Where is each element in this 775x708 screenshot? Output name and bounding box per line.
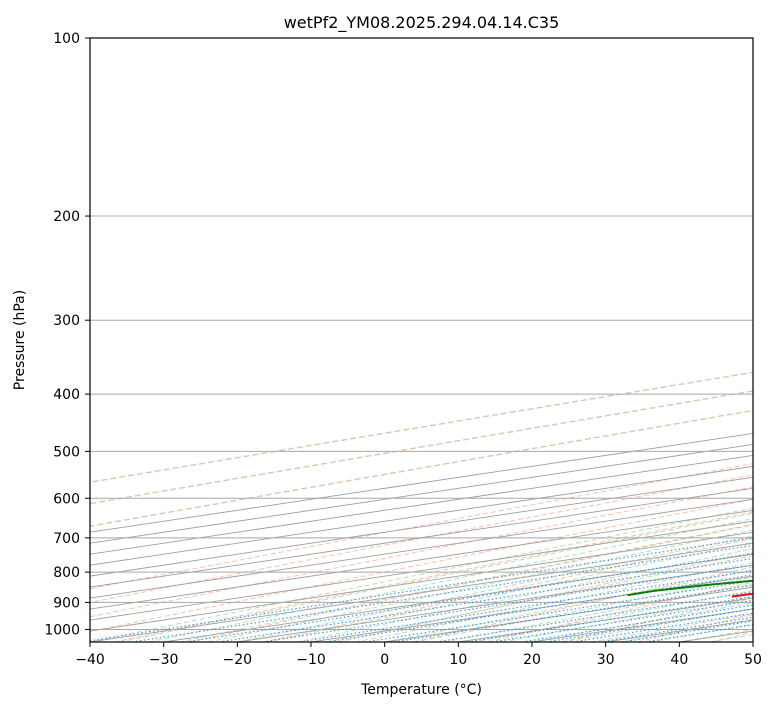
y-tick-label: 400 xyxy=(53,387,80,403)
isotherm-line xyxy=(90,454,753,555)
dry-adiabat-line xyxy=(562,597,753,642)
x-tick-label: 0 xyxy=(380,652,389,668)
dry-adiabat-line xyxy=(90,409,753,527)
chart-title: wetPf2_YM08.2025.294.04.14.C35 xyxy=(284,13,560,33)
dry-adiabat-line xyxy=(188,524,753,642)
isotherm-line xyxy=(90,520,753,621)
dry-adiabat-line xyxy=(90,463,753,590)
x-tick-label: −30 xyxy=(149,652,179,668)
dry-adiabat-line xyxy=(412,566,753,642)
moist-adiabat-line xyxy=(296,548,753,642)
mixing-ratio-line xyxy=(522,604,753,642)
dry-adiabat-line xyxy=(338,551,753,642)
y-tick-label: 300 xyxy=(53,313,80,329)
isotherm-line xyxy=(90,498,753,599)
y-tick-label: 1000 xyxy=(44,622,80,638)
x-tick-label: −40 xyxy=(75,652,105,668)
isotherm-line xyxy=(90,487,753,588)
x-tick-label: 40 xyxy=(670,652,688,668)
y-tick-label: 200 xyxy=(53,209,80,225)
mixing-ratio-line xyxy=(90,537,753,642)
isotherm-line xyxy=(90,465,753,566)
moist-adiabat-line xyxy=(384,569,753,642)
mixing-ratio-line xyxy=(492,599,753,642)
y-tick-label: 100 xyxy=(53,31,80,47)
x-tick-label: −10 xyxy=(296,652,326,668)
mixing-ratio-line xyxy=(218,557,753,642)
mixing-ratio-line xyxy=(572,612,753,642)
moist-adiabat-line xyxy=(266,541,753,642)
x-tick-label: 20 xyxy=(523,652,541,668)
moist-adiabat-line xyxy=(237,535,753,642)
dry-adiabat-line xyxy=(90,486,753,618)
dry-adiabat-line xyxy=(90,474,753,603)
y-tick-label: 500 xyxy=(53,444,80,460)
mixing-ratio-line xyxy=(467,595,753,642)
x-tick-label: 30 xyxy=(597,652,615,668)
isotherm-line xyxy=(90,476,753,577)
plot-frame xyxy=(89,37,754,643)
moist-adiabat-line xyxy=(119,512,753,642)
isotherm-line xyxy=(90,509,753,610)
mixing-ratio-line xyxy=(131,544,753,642)
moist-adiabat-line xyxy=(355,562,753,642)
x-tick-label: 10 xyxy=(449,652,467,668)
grid-lines xyxy=(90,38,753,642)
x-tick-label: −20 xyxy=(223,652,253,668)
y-tick-label: 600 xyxy=(53,491,80,507)
y-tick-label: 700 xyxy=(53,531,80,547)
x-tick-label: 50 xyxy=(744,652,762,668)
y-axis-label: Pressure (hPa) xyxy=(12,290,28,390)
x-axis-label: Temperature (°C) xyxy=(360,682,482,698)
moist-adiabat-line xyxy=(502,596,753,642)
y-tick-label: 800 xyxy=(53,565,80,581)
axes: −40 −30 −20 −10 0 10 20 30 40 50 100 200 300 400 500 60… xyxy=(44,31,762,668)
mixing-ratio-line xyxy=(546,608,753,642)
dry-adiabat-line xyxy=(90,498,753,633)
y-tick-label: 900 xyxy=(53,595,80,611)
isotherm-line xyxy=(90,531,753,632)
moist-adiabat-line xyxy=(90,507,753,642)
isotherm-line xyxy=(90,443,753,544)
